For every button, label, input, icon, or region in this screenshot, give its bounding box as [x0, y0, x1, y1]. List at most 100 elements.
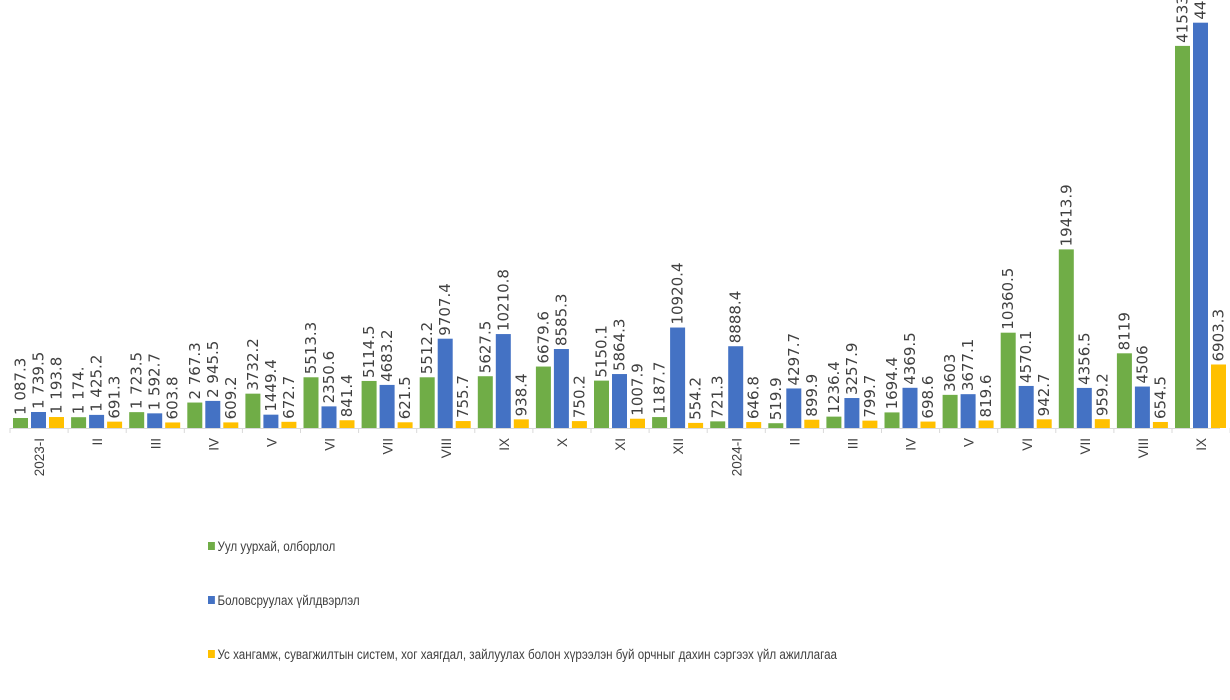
bar-water-supply [1152, 421, 1168, 428]
data-label-mining: 1 174. [70, 366, 88, 414]
legend-item-manufacturing: Боловсруулах үйлдвэрлэл [208, 592, 1077, 608]
category-label: XI [613, 438, 628, 451]
data-label-water-supply: 899.9 [803, 374, 821, 417]
legend-swatch-manufacturing [208, 596, 215, 604]
bar-water-supply [339, 420, 355, 428]
data-label-water-supply: 1 193.8 [48, 357, 66, 414]
category-label: IV [206, 438, 221, 451]
category-label: IV [904, 438, 919, 451]
bar-water-supply [281, 421, 297, 428]
data-label-mining: 3603 [941, 354, 959, 392]
bar-water-supply [688, 422, 704, 428]
data-label-mining: 41533 [1174, 0, 1192, 43]
data-label-mining: 5513.3 [302, 322, 320, 375]
bar-manufacturing [902, 387, 918, 428]
category-label: IX [497, 438, 512, 451]
bar-water-supply [397, 422, 413, 428]
bar-water-supply [862, 420, 878, 428]
bar-manufacturing [728, 346, 744, 428]
data-label-water-supply: 755.7 [454, 375, 472, 418]
bar-mining [710, 421, 726, 428]
data-label-water-supply: 959.2 [1093, 373, 1111, 416]
legend-label-water-supply: Ус хангамж, сувагжилтын систем, хог хаяг… [217, 646, 837, 662]
data-label-manufacturing: 4506 [1133, 345, 1151, 383]
bar-water-supply [978, 420, 994, 428]
data-label-manufacturing: 3677.1 [959, 339, 977, 392]
category-label: V [962, 438, 977, 447]
data-label-manufacturing: 5864.3 [611, 319, 629, 372]
data-label-water-supply: 621.5 [396, 376, 414, 419]
category-label: X [555, 438, 570, 447]
bar-water-supply [513, 419, 529, 428]
tick-marks-layer [9, 428, 1230, 433]
bar-water-supply [49, 417, 64, 428]
category-label: IX [1194, 438, 1209, 451]
bar-manufacturing [1018, 385, 1034, 428]
bar-manufacturing [321, 406, 337, 428]
bar-water-supply [107, 421, 123, 428]
legend-label-mining: Уул уурхай, олборлол [217, 538, 336, 554]
data-label-water-supply: 841.4 [338, 374, 356, 417]
data-label-mining: 6679.6 [534, 311, 552, 364]
bar-chart: 1 087.3 1 739.5 1 193.8 1 174. 1 425.2 691.3 1… [9, 0, 1230, 476]
bar-mining [187, 402, 203, 428]
data-label-manufacturing: 3257.9 [843, 343, 861, 396]
data-label-mining: 5512.2 [418, 322, 436, 375]
category-label: 2023-I [32, 438, 47, 476]
data-label-mining: 3732.2 [244, 338, 262, 391]
data-label-manufacturing: 8585.3 [552, 294, 570, 347]
data-label-mining: 5150.1 [593, 325, 611, 378]
data-label-manufacturing: 4297.7 [785, 333, 803, 386]
data-label-water-supply: 554.2 [687, 377, 705, 420]
bar-mining [477, 376, 493, 428]
data-label-manufacturing: 2350.6 [320, 351, 338, 404]
data-label-water-supply: 799.7 [861, 375, 879, 418]
bar-manufacturing [786, 388, 802, 428]
data-label-manufacturing: 1449.4 [262, 359, 280, 412]
bar-manufacturing [612, 374, 627, 428]
data-label-manufacturing: 1 592.7 [146, 353, 164, 410]
data-label-mining: 19413.9 [1057, 184, 1075, 246]
data-label-manufacturing: 1 425.2 [88, 355, 106, 412]
data-label-mining: 519.9 [767, 377, 785, 420]
category-label: VI [323, 438, 338, 451]
bar-mining [1058, 249, 1074, 428]
bar-manufacturing [379, 384, 395, 428]
data-label-water-supply: 698.6 [919, 376, 937, 419]
data-label-water-supply: 603.8 [164, 376, 182, 419]
data-label-water-supply: 819.6 [977, 375, 995, 418]
bar-mining [1175, 45, 1190, 429]
category-label: VII [381, 438, 396, 455]
bar-manufacturing [1134, 386, 1150, 428]
bar-mining [884, 412, 900, 428]
bar-water-supply [165, 422, 181, 428]
category-label: XII [671, 438, 686, 455]
data-label-mining: 721.3 [709, 375, 727, 418]
bar-mining [1116, 353, 1132, 428]
data-label-manufacturing: 2 945.5 [204, 341, 222, 398]
data-label-mining: 1236.4 [825, 361, 843, 414]
data-label-manufacturing: 4369.5 [901, 332, 919, 385]
data-label-water-supply: 1007.9 [629, 363, 647, 416]
data-label-manufacturing: 10920.4 [669, 263, 687, 325]
category-label: II [787, 438, 802, 446]
bar-manufacturing [263, 414, 279, 428]
data-label-manufacturing: 4356.5 [1075, 332, 1093, 385]
bar-mining [13, 417, 28, 428]
data-label-water-supply: 691.3 [106, 376, 124, 419]
data-label-water-supply: 672.7 [280, 376, 298, 419]
bar-mining [245, 393, 261, 428]
bar-mining [419, 377, 435, 428]
bar-water-supply [630, 418, 645, 428]
category-label: VI [1020, 438, 1035, 451]
data-label-mining: 5114.5 [360, 325, 378, 378]
bar-manufacturing [1076, 387, 1092, 428]
bar-manufacturing [960, 394, 976, 428]
data-label-mining: 5627.5 [476, 321, 494, 374]
data-label-manufacturing: 10210.8 [494, 269, 512, 331]
data-label-mining: 1187.7 [651, 362, 669, 415]
legend-item-mining: Уул уурхай, олборлол [208, 538, 1077, 554]
data-label-manufacturing: 8888.4 [727, 291, 745, 344]
bar-manufacturing [147, 413, 163, 428]
legend: Уул уурхай, олборлол Боловсруулах үйлдвэ… [208, 538, 1218, 700]
